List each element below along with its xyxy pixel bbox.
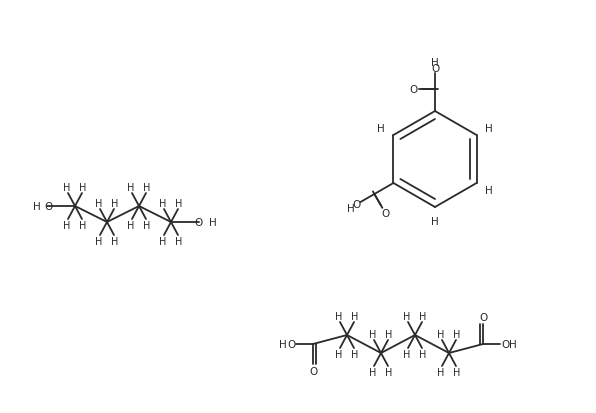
Text: H: H [420,311,427,321]
Text: H: H [485,124,492,134]
Text: H: H [351,311,359,321]
Text: H: H [385,329,393,339]
Text: O: O [501,339,509,349]
Text: O: O [479,312,487,322]
Text: H: H [159,236,167,247]
Text: H: H [95,236,103,247]
Text: H: H [175,199,183,209]
Text: H: H [128,221,135,230]
Text: H: H [485,185,492,195]
Text: H: H [79,221,86,230]
Text: H: H [454,367,461,377]
Text: H: H [437,367,445,377]
Text: O: O [44,202,52,211]
Text: O: O [194,218,202,228]
Text: H: H [351,349,359,359]
Text: H: H [336,311,343,321]
Text: H: H [111,236,119,247]
Text: H: H [403,311,411,321]
Text: O: O [381,209,390,218]
Text: H: H [159,199,167,209]
Text: H: H [143,221,151,230]
Text: H: H [143,183,151,192]
Text: H: H [403,349,411,359]
Text: H: H [63,183,71,192]
Text: H: H [33,202,41,211]
Text: H: H [431,216,439,226]
Text: H: H [209,218,217,228]
Text: H: H [95,199,103,209]
Text: H: H [370,367,377,377]
Text: H: H [431,58,439,68]
Text: H: H [175,236,183,247]
Text: O: O [409,85,417,95]
Text: H: H [437,329,445,339]
Text: H: H [509,339,517,349]
Text: H: H [111,199,119,209]
Text: O: O [352,200,361,210]
Text: H: H [454,329,461,339]
Text: O: O [287,339,295,349]
Text: H: H [63,221,71,230]
Text: H: H [377,124,385,134]
Text: H: H [385,367,393,377]
Text: H: H [420,349,427,359]
Text: O: O [309,366,317,376]
Text: H: H [347,203,355,213]
Text: H: H [279,339,287,349]
Text: H: H [336,349,343,359]
Text: H: H [370,329,377,339]
Text: H: H [79,183,86,192]
Text: O: O [431,64,439,74]
Text: H: H [128,183,135,192]
